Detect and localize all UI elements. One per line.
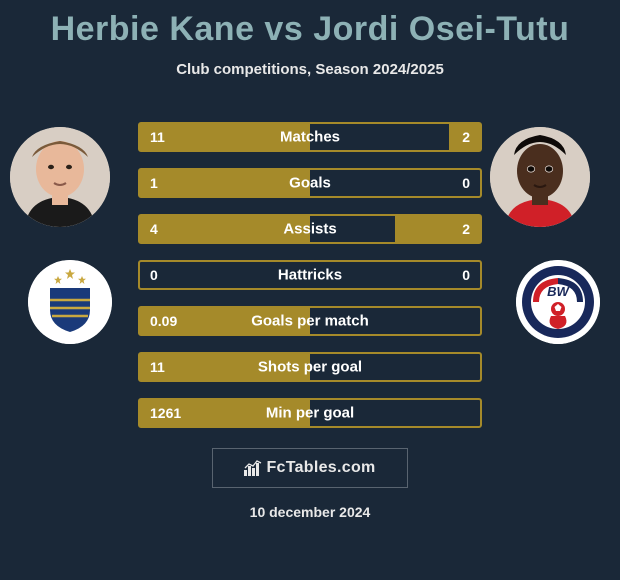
stat-label: Shots per goal [258,359,362,376]
chart-icon [244,460,262,476]
stat-right-value: 2 [462,221,470,237]
stat-label: Goals [289,175,331,192]
stat-left-value: 11 [150,359,165,375]
svg-text:BW: BW [547,284,570,299]
stat-label: Matches [280,129,340,146]
stat-fill-left [140,170,310,196]
page-title: Herbie Kane vs Jordi Osei-Tutu [0,0,620,49]
stat-row: 0.09 Goals per match [138,306,482,336]
stat-row: 11 2 Matches [138,122,482,152]
footer-brand-text: FcTables.com [266,459,375,477]
player-left-avatar [10,127,110,227]
stat-row: 1 0 Goals [138,168,482,198]
stat-label: Min per goal [266,405,354,422]
footer-date: 10 december 2024 [0,504,620,520]
stat-row: 0 0 Hattricks [138,260,482,290]
stat-label: Assists [283,221,336,238]
stat-row: 11 Shots per goal [138,352,482,382]
stat-label: Hattricks [278,267,342,284]
stat-right-value: 0 [462,267,470,283]
club-left-badge [28,260,112,344]
club-right-badge: BW [516,260,600,344]
stat-left-value: 1261 [150,405,181,421]
player-right-avatar [490,127,590,227]
stat-left-value: 11 [150,129,165,145]
stat-label: Goals per match [251,313,369,330]
stat-row: 4 2 Assists [138,214,482,244]
stat-left-value: 1 [150,175,158,191]
stat-left-value: 0.09 [150,313,177,329]
stat-left-value: 0 [150,267,158,283]
stat-row: 1261 Min per goal [138,398,482,428]
footer-brand: FcTables.com [244,459,375,477]
subtitle: Club competitions, Season 2024/2025 [0,61,620,78]
footer-brand-box: FcTables.com [212,448,408,488]
stat-right-value: 0 [462,175,470,191]
stat-right-value: 2 [462,129,470,145]
stat-left-value: 4 [150,221,158,237]
stats-container: 11 2 Matches 1 0 Goals 4 2 Assists 0 0 Hattricks 0.0… [138,122,482,444]
